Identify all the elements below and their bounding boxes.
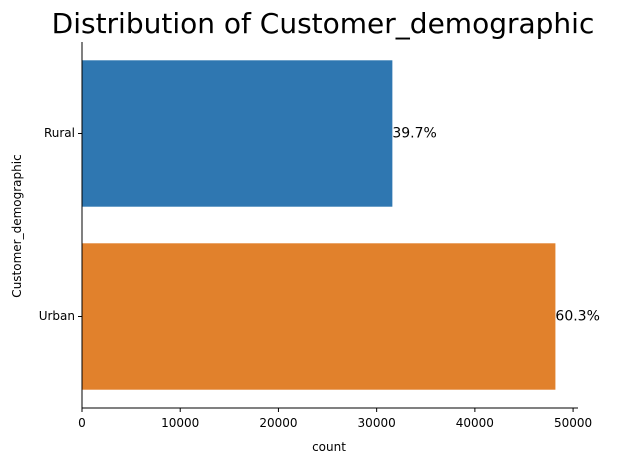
x-tick-label-20000: 20000 [259,416,297,430]
y-axis-label: Customer_demographic [10,154,24,297]
chart-title: Distribution of Customer_demographic [52,7,595,40]
data-label-rural: 39.7% [392,126,436,142]
bar-urban [82,243,556,390]
x-tick-label-0: 0 [78,416,86,430]
x-tick-label-30000: 30000 [358,416,396,430]
plot-area: Rural 39.7% Urban 60.3% 0 10000 20000 30000 4000… [39,42,600,430]
data-label-urban: 60.3% [555,309,599,325]
bar-rural [82,60,393,207]
x-tick-label-50000: 50000 [554,416,592,430]
y-tick-label-urban: Urban [39,309,75,323]
y-tick-label-rural: Rural [44,126,75,140]
x-axis-label: count [312,440,346,454]
x-tick-label-10000: 10000 [161,416,199,430]
x-tick-label-40000: 40000 [456,416,494,430]
